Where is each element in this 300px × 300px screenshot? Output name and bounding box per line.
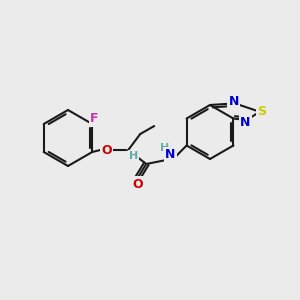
Text: O: O (132, 178, 142, 190)
Text: N: N (165, 148, 175, 161)
Text: F: F (90, 112, 98, 125)
Text: N: N (229, 95, 239, 108)
Text: N: N (240, 116, 251, 129)
Text: H: H (160, 143, 169, 153)
Text: H: H (129, 151, 138, 161)
Text: O: O (101, 143, 112, 157)
Text: S: S (257, 105, 266, 118)
